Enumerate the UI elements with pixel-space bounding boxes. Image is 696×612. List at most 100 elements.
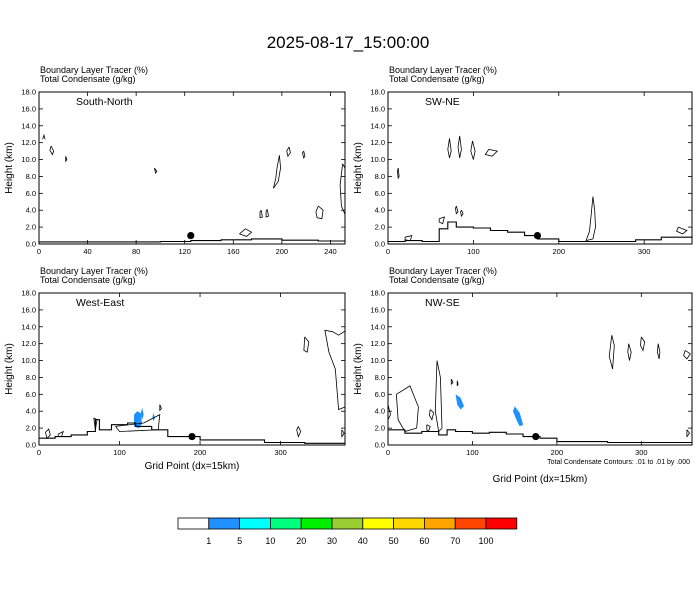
location-marker <box>187 231 195 240</box>
condensate-contour <box>676 226 688 235</box>
y-tick-label: 10.0 <box>370 155 385 164</box>
y-tick-label: 4.0 <box>26 407 36 416</box>
x-tick-label: 0 <box>386 448 390 457</box>
y-axis-label: Height (km) <box>4 343 15 395</box>
panel-3: Boundary Layer Tracer (%)Total Condensat… <box>4 266 346 472</box>
panel-1: Boundary Layer Tracer (%)Total Condensat… <box>4 65 346 256</box>
colorbar-swatch <box>331 517 364 530</box>
y-tick-label: 14.0 <box>21 121 36 130</box>
section-label: NW-SE <box>425 297 460 309</box>
condensate-contour <box>65 156 68 163</box>
colorbar-swatch <box>393 517 425 530</box>
location-marker <box>188 432 196 441</box>
y-axis-label: Height (km) <box>4 142 15 194</box>
y-tick-label: 2.0 <box>375 223 385 232</box>
x-tick-label: 300 <box>635 448 648 457</box>
x-tick-label: 300 <box>638 247 651 256</box>
x-tick-label: 200 <box>276 247 289 256</box>
x-tick-label: 0 <box>37 448 41 457</box>
condensate-contour <box>45 428 51 439</box>
condensate-contour <box>627 343 632 361</box>
x-tick-label: 100 <box>113 448 126 457</box>
condensate-contour <box>640 336 646 352</box>
y-tick-label: 8.0 <box>26 373 36 382</box>
terrain-line <box>39 419 345 444</box>
colorbar-swatch <box>362 517 394 530</box>
y-tick-label: 2.0 <box>26 223 36 232</box>
y-tick-label: 16.0 <box>370 104 385 113</box>
colorbar-swatch <box>423 517 456 530</box>
section-label: South-North <box>76 96 133 108</box>
x-tick-label: 300 <box>274 448 287 457</box>
terrain-line <box>39 238 346 243</box>
y-tick-label: 0.0 <box>375 441 385 450</box>
colorbar-swatch <box>177 517 210 530</box>
y-tick-label: 2.0 <box>26 424 36 433</box>
y-tick-label: 6.0 <box>26 390 36 399</box>
panel-header-line1: Boundary Layer Tracer (%) <box>389 65 497 75</box>
y-tick-label: 10.0 <box>370 356 385 365</box>
condensate-contour <box>259 209 263 219</box>
condensate-contour <box>438 216 445 225</box>
panels: Boundary Layer Tracer (%)Total Condensat… <box>4 65 693 485</box>
plot-frame <box>38 91 346 245</box>
condensate-contour <box>286 146 291 158</box>
y-tick-label: 6.0 <box>375 390 385 399</box>
colorbar-label: 1 <box>206 536 211 546</box>
colorbar-swatch <box>239 517 271 530</box>
x-tick-label: 120 <box>178 247 191 256</box>
x-tick-label: 200 <box>553 247 566 256</box>
x-tick-label: 0 <box>37 247 41 256</box>
condensate-contour <box>387 404 391 420</box>
y-tick-label: 14.0 <box>21 322 36 331</box>
condensate-contour <box>273 155 282 189</box>
y-tick-label: 18.0 <box>370 289 385 298</box>
section-label: SW-NE <box>425 96 460 108</box>
plot-frame <box>387 292 693 446</box>
y-tick-label: 18.0 <box>370 88 385 97</box>
condensate-contour <box>608 335 615 370</box>
panel-header-line1: Boundary Layer Tracer (%) <box>40 65 148 75</box>
section-label: West-East <box>76 297 124 309</box>
y-tick-label: 12.0 <box>21 138 36 147</box>
y-tick-label: 4.0 <box>375 407 385 416</box>
condensate-contour <box>683 350 691 360</box>
condensate-contour <box>303 336 310 353</box>
x-tick-label: 160 <box>227 247 240 256</box>
y-tick-label: 8.0 <box>375 172 385 181</box>
y-tick-label: 14.0 <box>370 121 385 130</box>
x-tick-label: 100 <box>466 448 479 457</box>
y-tick-label: 14.0 <box>370 322 385 331</box>
colorbar-label: 70 <box>450 536 460 546</box>
tracer-fill-region <box>455 394 464 410</box>
plot-frame <box>387 91 693 245</box>
x-tick-label: 40 <box>83 247 91 256</box>
condensate-contour <box>239 228 253 237</box>
x-tick-label: 100 <box>467 247 480 256</box>
y-tick-label: 0.0 <box>26 240 36 249</box>
x-tick-label: 200 <box>551 448 564 457</box>
panel-header-line2: Total Condensate (g/kg) <box>40 74 136 84</box>
y-tick-label: 10.0 <box>21 155 36 164</box>
panel-2: Boundary Layer Tracer (%)Total Condensat… <box>353 65 693 256</box>
colorbar-swatch <box>454 517 487 530</box>
terrain-line <box>388 429 693 444</box>
y-tick-label: 16.0 <box>21 104 36 113</box>
condensate-contour <box>457 135 462 158</box>
condensate-contour <box>447 138 452 158</box>
y-tick-label: 16.0 <box>21 305 36 314</box>
condensate-contour <box>460 210 464 218</box>
panel-header-line2: Total Condensate (g/kg) <box>389 275 485 285</box>
colorbar-label: 100 <box>478 536 493 546</box>
condensate-contour <box>159 404 162 412</box>
tracer-fill-region <box>152 412 155 422</box>
y-tick-label: 4.0 <box>375 206 385 215</box>
condensate-contour <box>484 149 499 157</box>
condensate-contour <box>49 145 55 156</box>
y-tick-label: 8.0 <box>26 172 36 181</box>
y-tick-label: 18.0 <box>21 88 36 97</box>
y-axis-label: Height (km) <box>353 343 364 395</box>
panel-4: Boundary Layer Tracer (%)Total Condensat… <box>353 266 693 485</box>
x-tick-label: 200 <box>194 448 207 457</box>
condensate-contour <box>585 196 596 242</box>
